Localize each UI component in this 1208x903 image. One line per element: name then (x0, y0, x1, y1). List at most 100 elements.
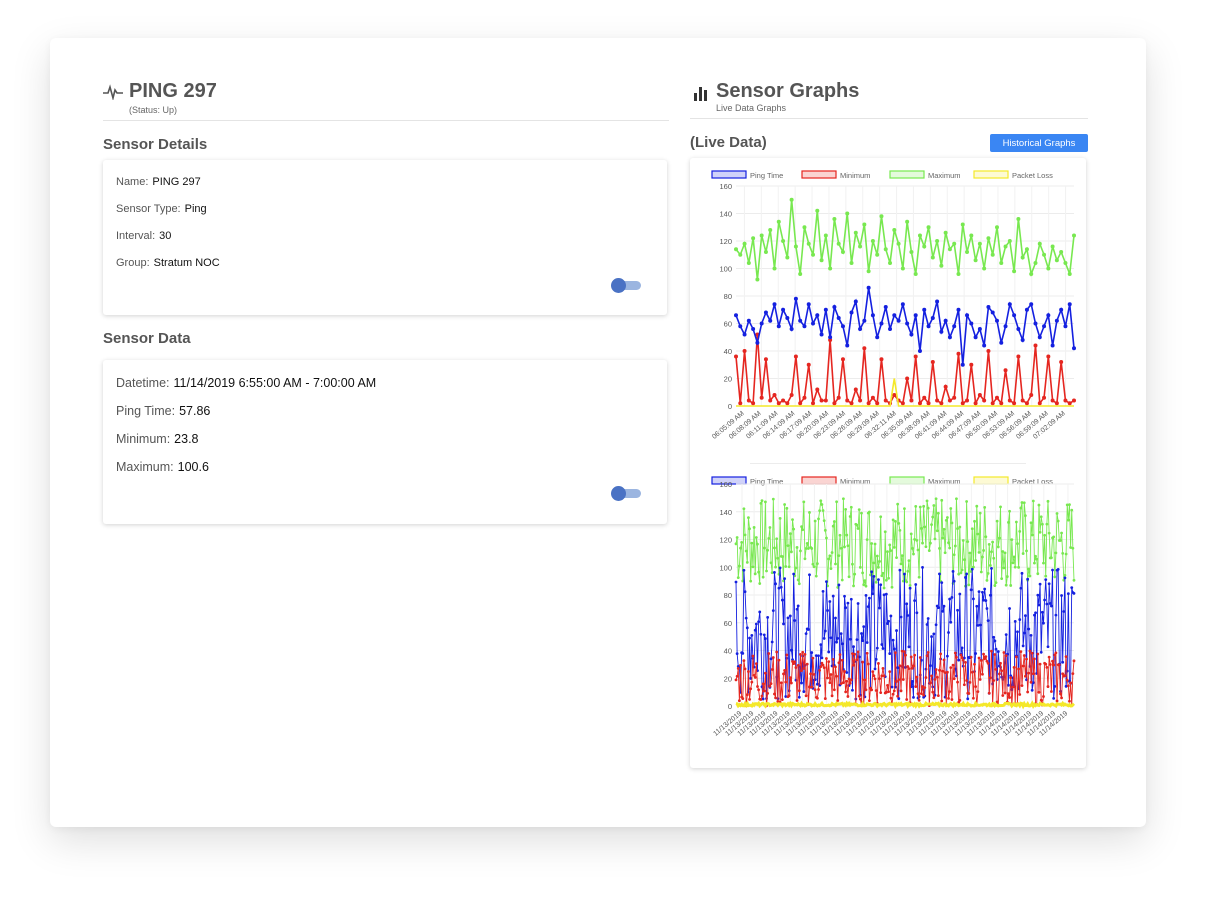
maximum-point (978, 511, 982, 515)
ping-time-point (1050, 343, 1055, 348)
ping-time-point (981, 590, 984, 594)
ping-time-point (845, 671, 849, 674)
minimum-point (883, 398, 888, 403)
maximum-line (735, 498, 1075, 589)
ping-time-point (864, 594, 868, 597)
minimum-point (752, 673, 756, 677)
maximum-point (960, 568, 964, 572)
maximum-point (823, 528, 827, 532)
minimum-point (1047, 655, 1051, 659)
maximum-point (747, 516, 750, 520)
minimum-point (961, 658, 965, 662)
maximum-point (931, 515, 935, 519)
maximum-point (767, 537, 771, 540)
maximum-point (835, 500, 839, 504)
maximum-point (956, 527, 959, 531)
minimum-point (775, 650, 779, 654)
ping-time-point (965, 313, 970, 318)
maximum-point (966, 540, 970, 544)
heartbeat-icon (103, 84, 123, 100)
minimum-point (870, 395, 875, 400)
minimum-point (978, 678, 982, 681)
ping-time-point (834, 616, 837, 620)
y-tick-label: 160 (719, 480, 732, 489)
ping-time-point (1062, 610, 1066, 613)
maximum-point (1003, 244, 1008, 249)
ping-time-point (792, 572, 796, 576)
ping-time-point (748, 636, 751, 640)
ping-time-point (1054, 318, 1059, 323)
maximum-point (1033, 261, 1038, 265)
ping-time-point (860, 632, 863, 635)
ping-time-point (943, 318, 948, 323)
maximum-point (984, 535, 988, 539)
minimum-point (763, 357, 768, 362)
ping-time-point (930, 316, 935, 320)
minimum-point (913, 653, 917, 657)
ping-time-point (806, 628, 810, 631)
maximum-point (970, 527, 974, 531)
details-toggle[interactable] (611, 278, 641, 293)
minimum-point (914, 685, 918, 688)
maximum-point (773, 546, 776, 550)
maximum-point (856, 527, 860, 530)
y-tick-label: 120 (719, 237, 732, 246)
ping-time-point (768, 318, 773, 323)
minimum-point (1022, 654, 1026, 657)
minimum-point (793, 660, 797, 664)
minimum-point (1038, 662, 1042, 666)
minimum-point (1048, 663, 1052, 666)
minimum-point (974, 685, 978, 689)
maximum-point (858, 565, 862, 569)
maximum-point (743, 533, 747, 537)
ping-time-point (866, 605, 870, 609)
ping-time-point (742, 568, 746, 572)
minimum-point (797, 689, 801, 693)
minimum-point (845, 679, 849, 683)
maximum-point (907, 559, 911, 563)
detail-label: Name: (116, 176, 149, 188)
ping-time-point (773, 571, 776, 574)
minimum-point (915, 675, 919, 679)
ping-time-point (1052, 696, 1056, 700)
ping-time-point (858, 327, 863, 331)
maximum-point (742, 507, 746, 511)
legend-swatch (711, 476, 747, 485)
maximum-point (838, 533, 842, 537)
maximum-point (836, 241, 841, 246)
minimum-point (834, 665, 837, 669)
minimum-point (1036, 652, 1040, 656)
ping-time-point (780, 598, 784, 602)
maximum-point (788, 532, 792, 536)
maximum-point (942, 527, 946, 531)
ping-time-point (806, 302, 811, 307)
minimum-point (800, 669, 803, 673)
minimum-point (1033, 657, 1036, 661)
historical-graphs-button[interactable]: Historical Graphs (990, 134, 1088, 152)
minimum-point (1029, 393, 1034, 397)
maximum-point (758, 582, 762, 585)
data-toggle[interactable] (611, 486, 641, 501)
minimum-point (964, 660, 967, 664)
ping-time-point (969, 321, 974, 326)
minimum-point (1046, 354, 1051, 359)
maximum-point (990, 550, 993, 554)
ping-time-point (878, 606, 881, 610)
maximum-point (1072, 233, 1076, 238)
minimum-point (1042, 395, 1047, 400)
maximum-point (1070, 508, 1074, 512)
ping-time-point (1029, 302, 1034, 307)
maximum-point (752, 526, 756, 529)
maximum-point (943, 230, 948, 235)
ping-time-point (862, 625, 866, 629)
ping-time-point (948, 597, 952, 601)
ping-time-point (755, 340, 760, 345)
ping-time-point (913, 313, 918, 318)
minimum-point (836, 395, 841, 400)
toggle-knob (611, 278, 626, 293)
minimum-point (804, 694, 808, 698)
maximum-point (738, 252, 743, 257)
minimum-point (935, 675, 939, 679)
maximum-point (1034, 554, 1037, 558)
ping-time-point (832, 305, 837, 309)
